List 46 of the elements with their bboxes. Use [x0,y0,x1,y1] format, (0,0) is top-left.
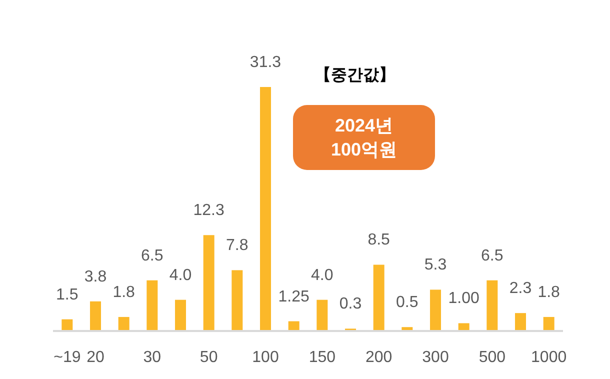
bar [118,316,130,331]
text: 【중간값】 [315,66,395,84]
x-tick-label: 500 [478,349,506,366]
x-tick-label: 50 [200,349,218,366]
data-label: 7.8 [226,237,248,254]
bar [458,323,470,331]
data-label: 6.5 [141,247,164,264]
x-tick-label: 300 [422,349,449,366]
data-label: 0.5 [396,294,418,312]
data-label: 1.00 [448,290,480,308]
bar [373,264,384,331]
data-label: 1.8 [538,284,560,301]
data-label: 1.8 [112,284,136,301]
x-tick-label: 20 [86,349,104,366]
bar [146,280,158,331]
data-label: 4.0 [169,266,192,284]
bar [232,270,243,331]
bar [543,316,554,331]
x-tick-label: 200 [365,349,392,366]
bar [203,235,214,331]
bar [90,301,101,331]
bar [260,87,271,331]
data-label: 0.3 [339,296,362,313]
data-label: 1.25 [278,288,310,306]
data-label: 2.3 [509,280,532,298]
bar [62,319,73,331]
x-tick-label: 100 [252,349,279,366]
data-label: 8.5 [368,232,390,249]
bar [515,313,526,331]
data-label: 4.0 [311,266,334,284]
data-label: 6.5 [481,247,504,264]
data-label: 3.8 [84,268,107,286]
x-tick-label: 1000 [531,349,567,366]
x-tick-label: ~19 [54,349,81,366]
data-label: 31.3 [250,54,282,71]
annotation: 2024년 [334,116,394,136]
data-label: 1.5 [56,286,78,304]
x-tick-label: 150 [308,349,336,366]
data-label: 5.3 [424,256,447,274]
annotation: 100억원 [330,140,398,160]
bar [175,300,186,331]
data-label: 12.3 [193,202,225,220]
bar [316,300,328,331]
bar [430,290,441,331]
x-tick-label: 30 [143,349,162,366]
bar [486,280,498,331]
